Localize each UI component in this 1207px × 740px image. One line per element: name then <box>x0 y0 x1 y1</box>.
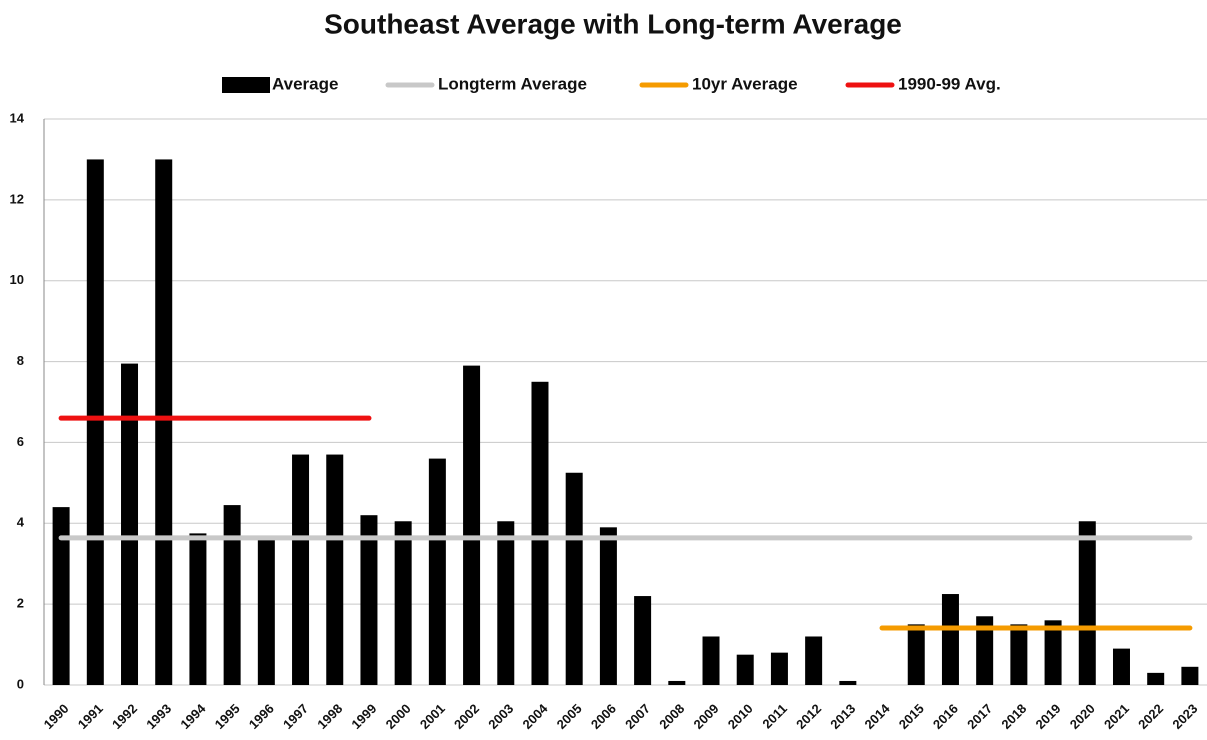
bar <box>565 472 583 685</box>
x-tick-label: 2004 <box>519 700 551 732</box>
bar <box>86 159 104 685</box>
bar <box>976 616 994 685</box>
x-tick-label: 2011 <box>759 701 790 732</box>
x-tick-label: 2015 <box>896 701 927 732</box>
x-tick-label: 1990 <box>41 701 72 732</box>
x-tick-label: 1993 <box>143 701 174 732</box>
x-tick-label: 2021 <box>1101 701 1132 732</box>
bar <box>839 680 857 685</box>
bar <box>189 533 207 685</box>
x-tick-label: 2006 <box>588 701 619 732</box>
x-tick-label: 2017 <box>964 701 995 732</box>
legend-swatch <box>222 77 270 93</box>
y-tick-label: 14 <box>10 110 25 125</box>
x-tick-label: 2023 <box>1169 701 1200 732</box>
y-tick-label: 2 <box>17 596 24 611</box>
x-tick-label: 2008 <box>656 701 687 732</box>
y-tick-label: 8 <box>17 353 24 368</box>
bar <box>634 596 652 685</box>
bar <box>1044 620 1062 685</box>
legend-label: Average <box>272 74 338 93</box>
bar <box>223 505 241 685</box>
x-tick-label: 1999 <box>348 701 379 732</box>
x-tick-label: 2000 <box>383 701 414 732</box>
bar <box>805 636 823 685</box>
bar <box>463 365 481 685</box>
x-tick-label: 2005 <box>554 701 585 732</box>
x-tick-label: 2010 <box>725 701 756 732</box>
x-tick-label: 2009 <box>691 701 722 732</box>
x-tick-label: 1995 <box>212 701 243 732</box>
legend-label: Longterm Average <box>438 74 587 93</box>
x-tick-label: 1992 <box>109 701 140 732</box>
bar <box>1181 666 1199 685</box>
bar <box>257 539 275 685</box>
bar <box>736 654 754 685</box>
chart-title: Southeast Average with Long-term Average <box>324 8 902 39</box>
bar <box>941 594 959 685</box>
x-tick-label: 2002 <box>451 701 482 732</box>
x-tick-label: 1991 <box>75 701 106 732</box>
bar <box>1010 624 1028 685</box>
x-tick-label: 1998 <box>314 701 345 732</box>
legend-label: 1990-99 Avg. <box>898 74 1001 93</box>
x-tick-label: 1994 <box>177 700 209 732</box>
bar <box>599 527 617 685</box>
y-tick-label: 6 <box>17 434 24 449</box>
x-tick-label: 1997 <box>280 701 311 732</box>
bar <box>1078 521 1096 685</box>
bar <box>531 381 549 685</box>
bar <box>770 652 788 685</box>
bar <box>394 521 412 685</box>
y-tick-label: 10 <box>10 272 24 287</box>
x-tick-label: 2019 <box>1033 701 1064 732</box>
x-tick-label: 2022 <box>1135 701 1166 732</box>
y-tick-label: 4 <box>17 515 25 530</box>
bar <box>52 507 70 685</box>
x-tick-label: 2020 <box>1067 701 1098 732</box>
x-tick-label: 2013 <box>827 701 858 732</box>
x-tick-label: 1996 <box>246 701 277 732</box>
bar <box>1147 672 1165 685</box>
x-tick-label: 2007 <box>622 701 653 732</box>
bar <box>360 515 378 685</box>
bar <box>121 363 139 685</box>
legend-label: 10yr Average <box>692 74 798 93</box>
x-tick-label: 2014 <box>862 700 894 732</box>
x-tick-label: 2003 <box>485 701 516 732</box>
bar <box>497 521 515 685</box>
bar <box>907 624 925 685</box>
bar <box>428 458 446 685</box>
y-tick-label: 0 <box>17 676 24 691</box>
x-tick-label: 2001 <box>417 701 448 732</box>
x-tick-label: 2018 <box>998 701 1029 732</box>
x-tick-label: 2016 <box>930 701 961 732</box>
y-tick-label: 12 <box>10 191 24 206</box>
bar <box>292 454 310 685</box>
bar <box>155 159 173 685</box>
bar <box>668 680 686 685</box>
bar <box>326 454 344 685</box>
bar <box>1112 648 1130 685</box>
x-tick-label: 2012 <box>793 701 824 732</box>
bar <box>702 636 720 685</box>
